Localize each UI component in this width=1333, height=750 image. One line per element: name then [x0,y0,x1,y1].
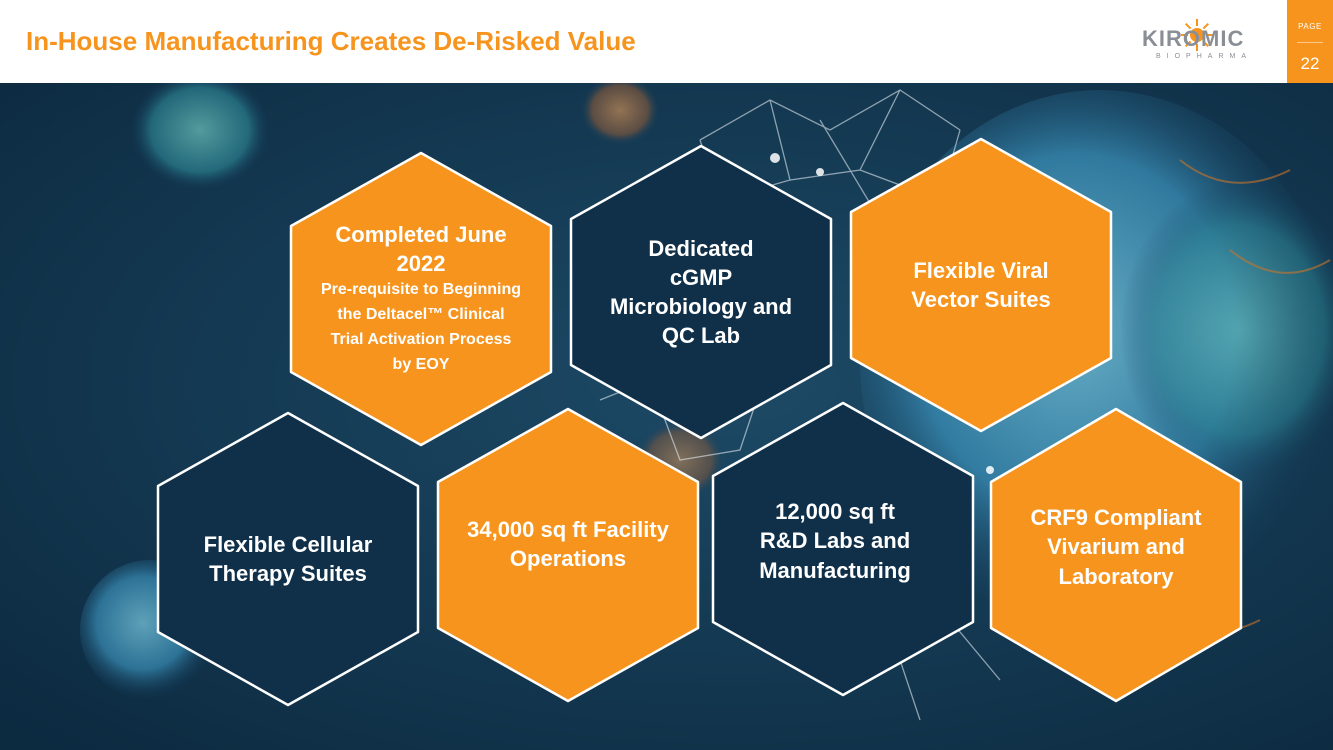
page-divider [1297,42,1323,43]
completed-heading-line-1: Completed June [335,222,507,248]
completed-detail-line-2: the Deltacel™ Clinical [337,306,505,324]
rd-labs-line-3: Manufacturing [759,557,911,583]
qc-lab-line-2: cGMP [669,264,733,290]
company-logo: KIROMIC BIOPHARMA [1142,19,1262,66]
completed-detail-line-1: Pre-requisite to Beginning [320,281,521,299]
hexagon-viral-vector [849,137,1113,433]
hexagon-viral-vector-text: Flexible Viral Vector Suites [848,136,1114,434]
page-indicator: PAGE 22 [1287,0,1333,83]
completed-detail-line-4: by EOY [392,355,450,373]
cellular-therapy-line-1: Flexible Cellular [203,531,373,557]
slide-header: In-House Manufacturing Creates De-Risked… [0,0,1333,83]
hexagon-cellular-therapy [156,411,420,707]
hexagon-rd-labs-text: 12,000 sq ft R&D Labs and Manufacturing [702,392,968,690]
hexagon-facility [436,407,700,703]
facility-line-1: 34,000 sq ft Facility [467,516,669,542]
facility-line-2: Operations [509,546,627,571]
logo-wordmark: KIROMIC [1142,26,1245,51]
hexagon-completed-text: Completed June 2022 Pre-requisite to Beg… [288,150,554,448]
rd-labs-line-1: 12,000 sq ft [775,499,895,525]
qc-lab-line-1: Dedicated [648,235,754,261]
cellular-therapy-line-2: Therapy Suites [209,561,367,586]
viral-vector-line-2: Vector Suites [911,287,1051,312]
qc-lab-line-4: QC Lab [661,323,741,349]
vivarium-line-2: Vivarium and [1047,534,1185,560]
qc-lab-line-3: Microbiology and [609,294,793,319]
logo-tagline: BIOPHARMA [1156,53,1253,60]
page-number: 22 [1300,54,1320,73]
hexagon-rd-labs [711,401,975,697]
logo-sun-icon [1181,19,1213,51]
vivarium-line-3: Laboratory [1058,563,1174,589]
hexagon-vivarium [989,407,1243,703]
slide-title: In-House Manufacturing Creates De-Risked… [26,26,636,56]
hexagon-qc-lab [569,144,833,440]
page-label: PAGE [1298,22,1322,31]
hexagon-facility-text: 34,000 sq ft Facility Operations [435,395,701,693]
rd-labs-line-2: R&D Labs and [759,528,911,554]
completed-detail-line-3: Trial Activation Process [330,331,512,349]
completed-heading-line-2: 2022 [396,251,446,277]
viral-vector-line-1: Flexible Viral [913,257,1049,283]
vivarium-line-1: CRF9 Compliant [1030,505,1202,531]
hexagon-qc-lab-text: Dedicated cGMP Microbiology and QC Lab [568,143,834,441]
hexagon-vivarium-text: CRF9 Compliant Vivarium and Laboratory [988,398,1244,696]
hexagon-cellular-therapy-text: Flexible Cellular Therapy Suites [155,410,421,708]
hexagon-completed [289,151,553,447]
